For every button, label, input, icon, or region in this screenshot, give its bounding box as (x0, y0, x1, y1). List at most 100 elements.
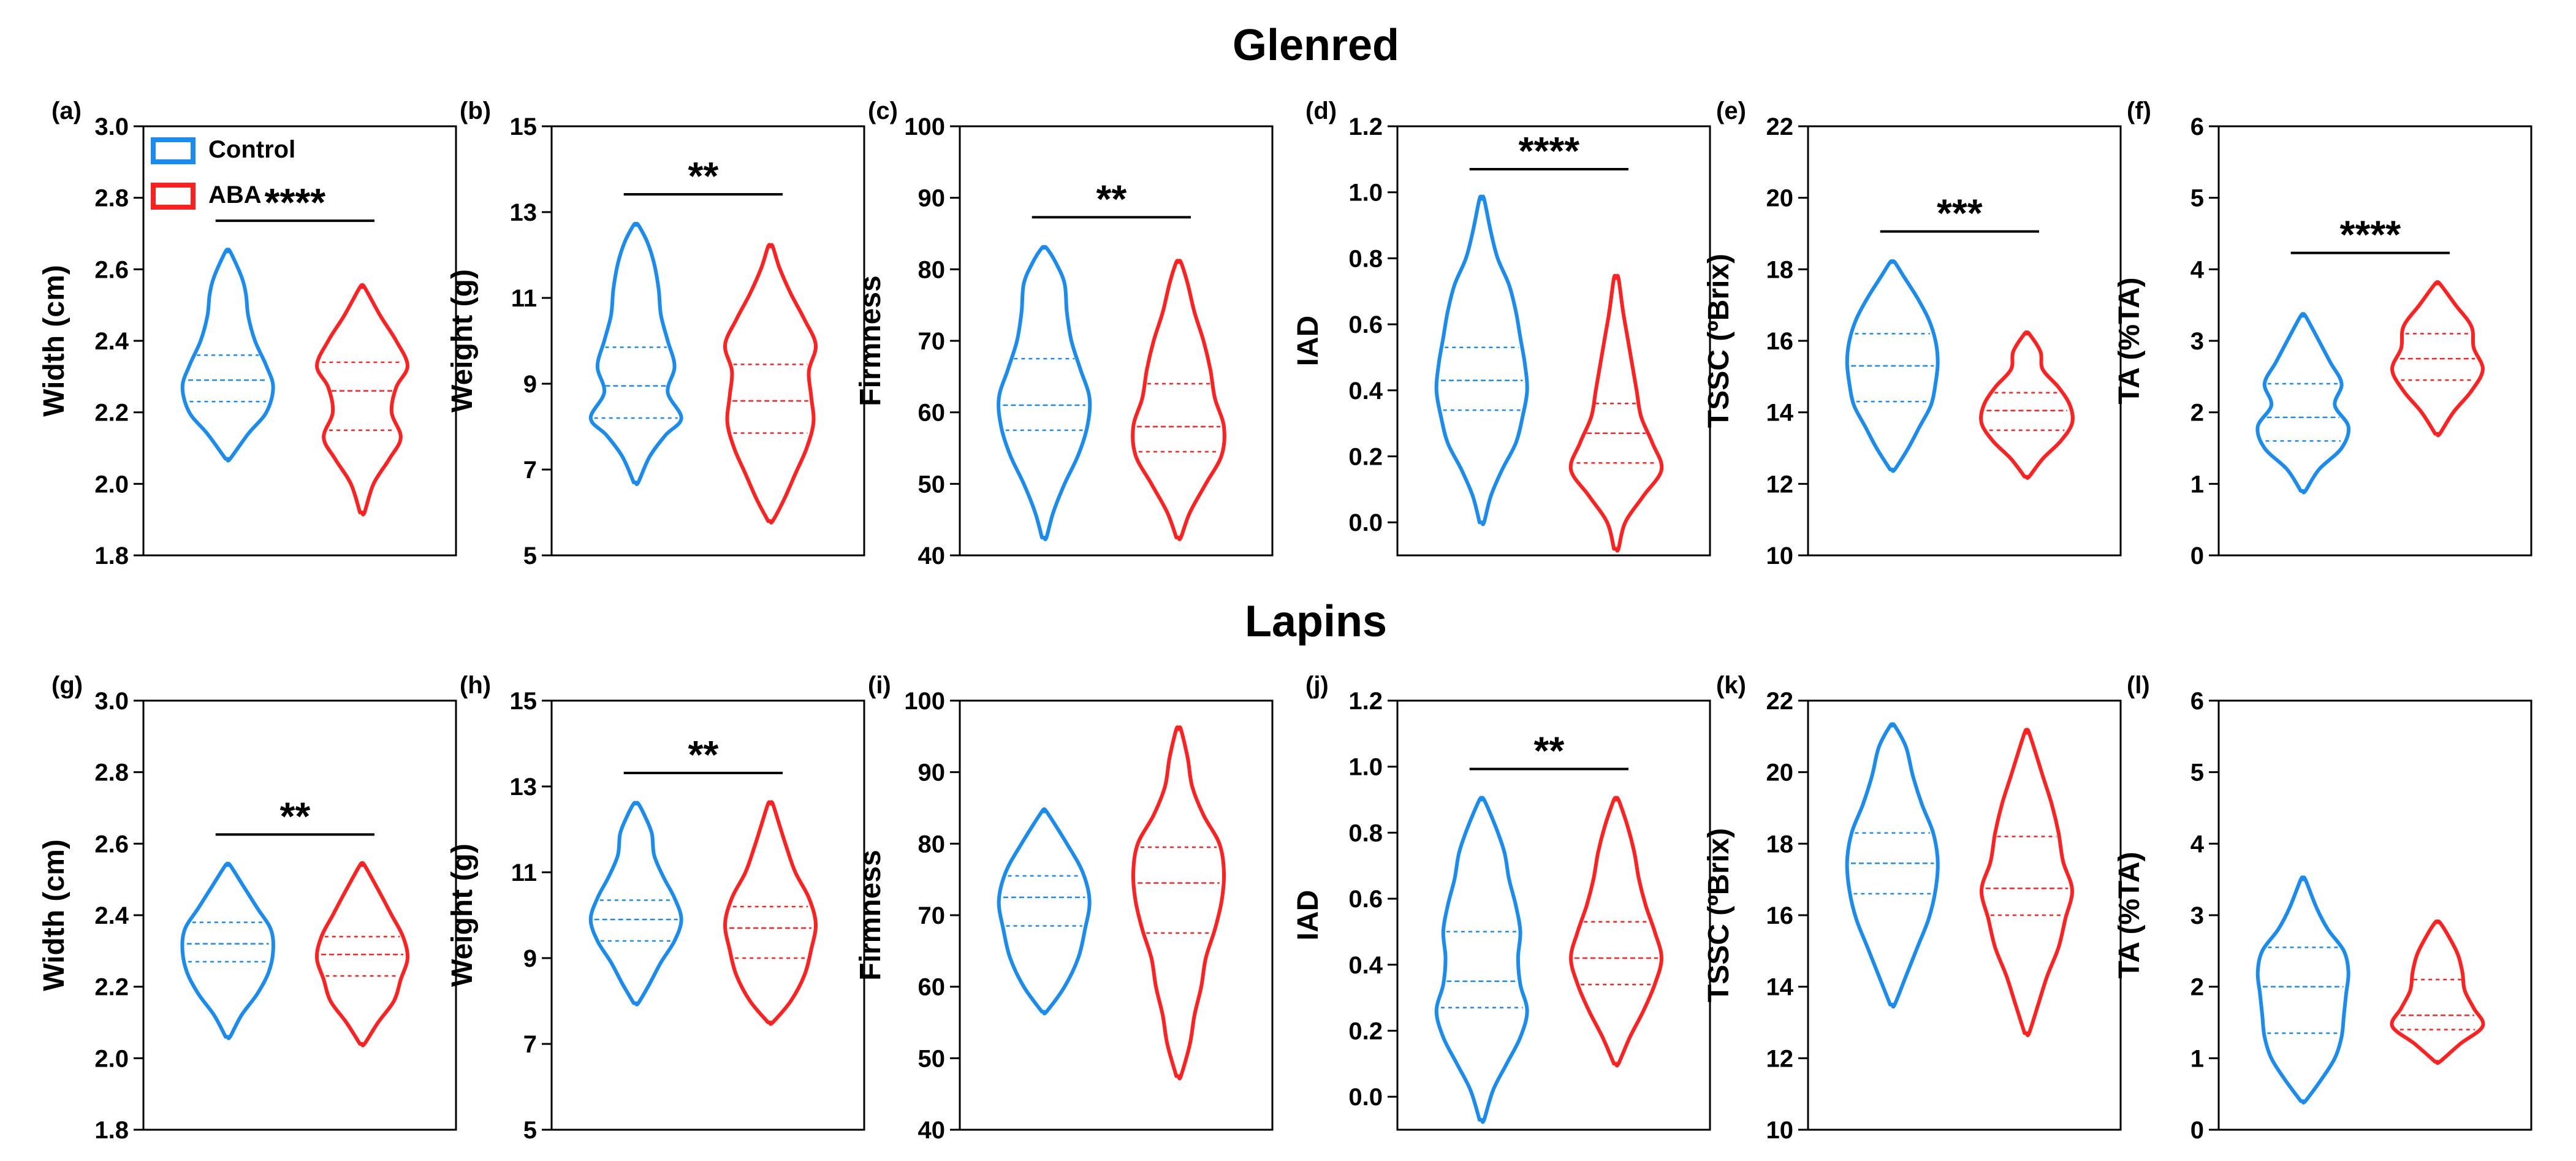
significance-stars: **** (265, 180, 326, 224)
y-tick-label: 7 (523, 457, 537, 484)
violin-aba (1568, 273, 1664, 553)
panel-g: 1.8 2.0 2.2 2.4 2.6 2.8 3.0 (g) Width (cm) ** (38, 672, 457, 1144)
significance-stars: *** (1937, 191, 1983, 235)
y-tick-label: 50 (918, 1045, 946, 1072)
legend-label-control: Control (208, 136, 295, 163)
violin-outline (997, 245, 1092, 541)
y-tick-label: 20 (1766, 759, 1794, 786)
violin-control (2255, 875, 2350, 1105)
significance-marker: ** (623, 154, 783, 198)
y-tick-label: 5 (2190, 185, 2204, 212)
violin-outline (2390, 280, 2485, 438)
panel-label: (i) (868, 672, 891, 699)
panel-label: (d) (1305, 97, 1337, 124)
y-tick-label: 10 (1766, 542, 1794, 569)
y-tick-label: 60 (918, 974, 946, 1001)
plot-frame (550, 699, 865, 1131)
y-tick-label: 15 (510, 688, 538, 715)
y-tick-label: 2.6 (94, 831, 129, 858)
legend-swatch-aba (151, 183, 196, 210)
violin-control (997, 807, 1092, 1016)
significance-stars: ** (279, 794, 310, 838)
y-tick-label: 70 (918, 902, 946, 929)
panel-label: (h) (460, 672, 491, 699)
panel-i: 40 50 60 70 80 90 100 (i) Firmness (854, 672, 1274, 1144)
violin-control (1434, 796, 1529, 1124)
row-title-glenred: Glenred (1233, 21, 1399, 70)
panel-label: (c) (868, 97, 898, 124)
significance-marker: ** (215, 794, 374, 838)
violin-outline (315, 861, 409, 1048)
y-tick-label: 3 (2190, 902, 2204, 929)
significance-marker: ** (1032, 177, 1191, 221)
y-tick-label: 20 (1766, 185, 1794, 212)
y-axis-label: TSSC (ºBrix) (1703, 254, 1735, 428)
violin-outline (180, 248, 275, 463)
panel-label: (b) (460, 97, 491, 124)
y-tick-label: 0 (2190, 1117, 2204, 1144)
y-axis-label: Firmness (854, 275, 887, 406)
y-tick-label: 2.8 (94, 759, 129, 786)
y-axis-label: IAD (1292, 316, 1324, 367)
y-tick-label: 2 (2190, 400, 2204, 427)
significance-marker: *** (1880, 191, 2039, 235)
y-tick-label: 3 (2190, 328, 2204, 355)
violin-outline (2390, 919, 2485, 1065)
y-tick-label: 15 (510, 113, 538, 140)
y-tick-label: 1.0 (1348, 754, 1383, 781)
y-tick-label: 0.8 (1348, 820, 1383, 847)
violin-control (588, 221, 683, 487)
y-tick-label: 6 (2190, 688, 2204, 715)
y-tick-label: 1 (2190, 1045, 2204, 1072)
y-tick-label: 13 (510, 774, 538, 801)
y-tick-label: 40 (918, 1117, 946, 1144)
y-tick-label: 14 (1766, 400, 1794, 427)
y-tick-label: 7 (523, 1031, 537, 1058)
y-tick-label: 2.4 (94, 902, 129, 929)
violin-control (1845, 259, 1940, 473)
violin-outline (1980, 728, 2074, 1037)
y-tick-label: 0.8 (1348, 245, 1383, 272)
y-axis-label: Weight (g) (446, 269, 479, 413)
panel-k: 10 12 14 16 18 20 22 (k) TSSC (ºBrix) (1703, 672, 2122, 1144)
violin-control (180, 248, 275, 463)
plot-frame (1396, 125, 1711, 557)
y-axis-label: TA (%TA) (2113, 277, 2146, 404)
violin-control (180, 861, 275, 1040)
y-tick-label: 3.0 (94, 113, 129, 140)
violin-outline (180, 861, 275, 1040)
violin-outline (2255, 312, 2351, 495)
violin-aba (723, 800, 818, 1026)
violin-aba (315, 861, 409, 1048)
y-tick-label: 14 (1766, 974, 1794, 1001)
y-tick-label: 0.4 (1348, 378, 1383, 405)
plot-frame (1396, 699, 1711, 1131)
violin-aba (315, 283, 409, 517)
significance-stars: **** (2340, 213, 2401, 257)
y-tick-label: 2 (2190, 974, 2204, 1001)
y-tick-label: 80 (918, 256, 946, 283)
y-tick-label: 2.6 (94, 256, 129, 283)
y-tick-label: 1.8 (94, 1117, 129, 1144)
y-tick-label: 0.2 (1348, 1018, 1383, 1045)
y-tick-label: 22 (1766, 688, 1794, 715)
violin-aba (1979, 330, 2075, 480)
y-tick-label: 90 (918, 185, 946, 212)
violin-outline (1434, 194, 1529, 527)
violin-aba (1131, 725, 1226, 1081)
y-tick-label: 2.0 (94, 471, 129, 498)
violin-control (997, 245, 1092, 541)
y-tick-label: 0.6 (1348, 886, 1383, 913)
significance-marker: ** (623, 733, 783, 777)
significance-stars: ** (688, 733, 718, 777)
y-axis-label: TA (%TA) (2113, 851, 2146, 978)
panel-d: 0.0 0.2 0.4 0.6 0.8 1.0 1.2 (d) IAD **** (1292, 97, 1711, 557)
y-axis-label: Weight (g) (446, 843, 479, 987)
violin-aba (2390, 919, 2485, 1065)
significance-stars: ** (688, 154, 718, 198)
panel-h: 5 7 9 11 13 15 (h) Weight (g) ** (446, 672, 865, 1144)
y-tick-label: 0.0 (1348, 1084, 1383, 1111)
y-tick-label: 2.4 (94, 328, 129, 355)
violin-control (588, 801, 683, 1007)
significance-marker: **** (2290, 213, 2450, 257)
